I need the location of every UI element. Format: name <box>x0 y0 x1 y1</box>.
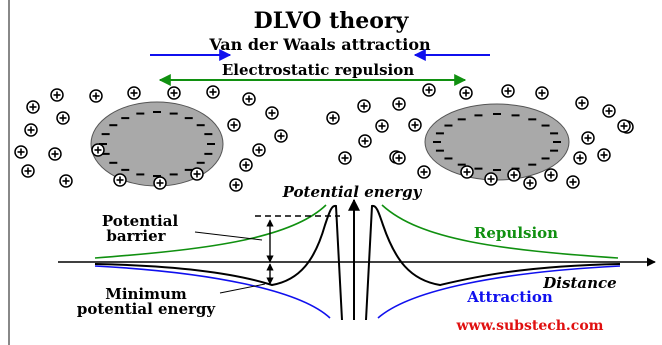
plus-ion-icon <box>535 86 549 100</box>
plus-ion-icon <box>573 151 587 165</box>
plus-ion-icon <box>167 86 181 100</box>
plus-ion-icon <box>113 173 127 187</box>
plus-ion-icon <box>392 97 406 111</box>
plus-ion-icon <box>21 164 35 178</box>
plus-ion-icon <box>602 104 616 118</box>
plus-ion-icon <box>24 123 38 137</box>
plus-ion-icon <box>459 86 473 100</box>
plus-ion-icon <box>229 178 243 192</box>
van-der-waals-label: Van der Waals attraction <box>208 35 431 54</box>
watermark-url: www.substech.com <box>456 318 604 334</box>
surface-charges-right <box>433 113 561 171</box>
plus-ion-icon <box>597 148 611 162</box>
particle-left <box>90 101 224 187</box>
plus-ion-icon <box>358 134 372 148</box>
plus-ion-icon <box>417 165 431 179</box>
plus-ion-icon <box>89 89 103 103</box>
plus-ion-icon <box>357 99 371 113</box>
plus-ion-icon <box>252 143 266 157</box>
plus-ion-icon <box>484 172 498 186</box>
minimum-label-line1: Minimum <box>105 285 187 303</box>
plus-ion-icon <box>153 176 167 190</box>
plus-ion-icon <box>265 106 279 120</box>
minimum-leader <box>219 283 266 294</box>
plus-ion-icon <box>338 151 352 165</box>
plus-ion-icon <box>91 143 105 157</box>
surface-charges-left <box>99 111 215 177</box>
repulsion-curve-left <box>94 204 327 259</box>
attraction-label: Attraction <box>466 288 553 306</box>
net-curve-right <box>365 204 621 321</box>
minimum-label-line2: potential energy <box>77 300 217 318</box>
plus-ion-icon <box>127 86 141 100</box>
barrier-leader <box>194 231 263 241</box>
plus-ion-icon <box>48 147 62 161</box>
plus-ion-icon <box>26 100 40 114</box>
repulsion-curve-right <box>381 204 619 259</box>
net-curve-left <box>94 204 343 321</box>
plus-ion-icon <box>59 174 73 188</box>
plus-ion-icon <box>544 168 558 182</box>
plus-ion-icon <box>392 151 406 165</box>
plus-ion-icon <box>50 88 64 102</box>
particle-right <box>424 103 570 181</box>
plus-ion-icon <box>375 119 389 133</box>
plus-ion-icon <box>206 85 220 99</box>
plus-ion-icon <box>239 158 253 172</box>
plus-ion-icon <box>617 119 631 133</box>
diagram-title: DLVO theory <box>254 8 410 34</box>
plus-ion-icon <box>501 84 515 98</box>
x-axis-label: Distance <box>542 274 616 292</box>
energy-graph: Potential energy Potential barrier Minim… <box>58 183 656 321</box>
plus-ion-icon <box>408 118 422 132</box>
plus-ion-icon <box>581 131 595 145</box>
attraction-curve-right <box>377 265 621 319</box>
plus-ion-icon <box>274 129 288 143</box>
plus-ion-icon <box>422 83 436 97</box>
y-axis-label: Potential energy <box>282 183 423 201</box>
barrier-label-line1: Potential <box>102 212 179 230</box>
repulsion-label: Repulsion <box>474 224 558 242</box>
plus-ion-icon <box>326 111 340 125</box>
plus-ion-icon <box>227 118 241 132</box>
attraction-curve-left <box>94 265 331 319</box>
plus-ion-icon <box>566 175 580 189</box>
barrier-label-line2: barrier <box>106 227 166 245</box>
plus-ion-icon <box>575 96 589 110</box>
plus-ion-icon <box>190 167 204 181</box>
plus-ion-icon <box>460 165 474 179</box>
plus-ion-icon <box>523 176 537 190</box>
plus-ion-icon <box>507 168 521 182</box>
plus-ion-icon <box>14 145 28 159</box>
plus-ion-icon <box>56 111 70 125</box>
plus-ion-icon <box>242 92 256 106</box>
electrostatic-label: Electrostatic repulsion <box>222 61 414 79</box>
counter-ions <box>14 83 634 192</box>
